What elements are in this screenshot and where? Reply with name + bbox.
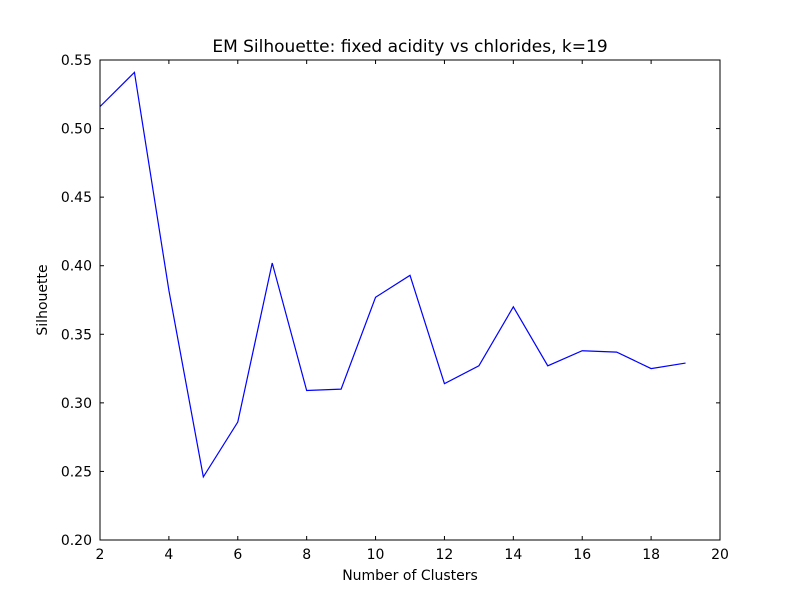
y-tick-label: 0.20	[61, 533, 92, 549]
y-tick-label: 0.50	[61, 122, 92, 138]
y-tick-label: 0.45	[61, 190, 92, 206]
x-tick-label: 14	[504, 547, 522, 563]
x-tick-label: 6	[233, 547, 242, 563]
y-tick-label: 0.55	[61, 53, 92, 69]
x-axis-label: Number of Clusters	[342, 568, 478, 584]
x-tick-label: 10	[367, 547, 385, 563]
x-tick-label: 16	[573, 547, 591, 563]
tick-labels: 2 4 6 8 10 12 14 16 18 20 0.20 0.25 0.30 0.35 0.40 0.45…	[61, 53, 729, 563]
plot-frame	[99, 59, 721, 541]
y-tick-label: 0.30	[61, 396, 92, 412]
x-tick-label: 12	[436, 547, 454, 563]
x-tick-label: 8	[302, 547, 311, 563]
plot-area	[100, 60, 720, 540]
y-tick-label: 0.25	[61, 464, 92, 480]
x-tick-label: 18	[642, 547, 660, 563]
y-axis-label: Silhouette	[35, 264, 51, 335]
series-line	[99, 71, 686, 479]
chart-title: EM Silhouette: fixed acidity vs chloride…	[212, 37, 607, 57]
x-tick-label: 2	[96, 547, 105, 563]
y-tick-label: 0.35	[61, 327, 92, 343]
x-tick-label: 20	[711, 547, 729, 563]
x-tick-label: 4	[164, 547, 173, 563]
y-tick-label: 0.40	[61, 259, 92, 275]
